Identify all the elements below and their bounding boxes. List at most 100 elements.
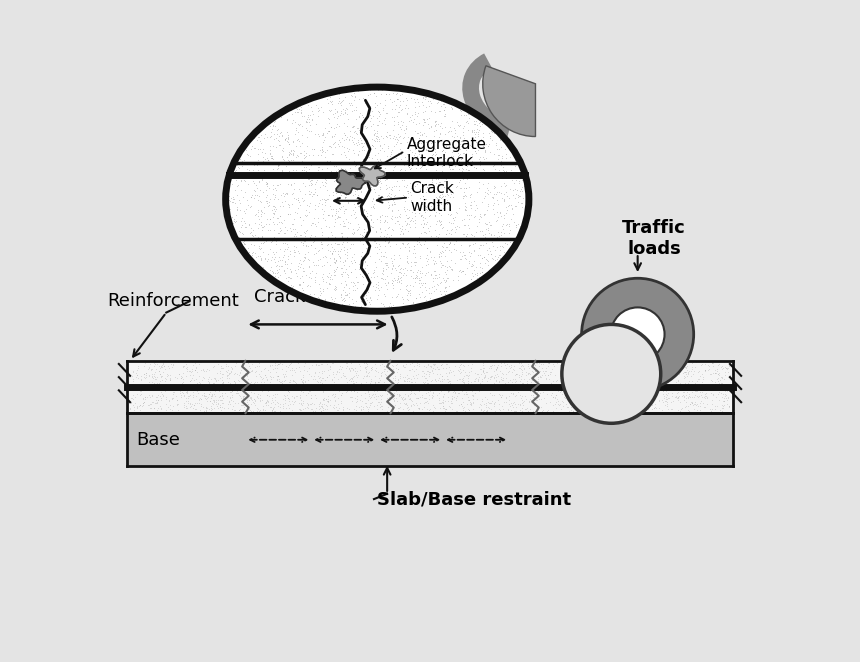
Point: [583, 391, 597, 401]
Point: [528, 376, 542, 387]
Point: [546, 406, 560, 416]
Point: [149, 395, 163, 405]
Point: [328, 381, 341, 392]
Point: [264, 402, 278, 413]
Point: [463, 367, 476, 377]
Point: [242, 247, 255, 258]
Point: [569, 385, 583, 395]
Point: [274, 234, 288, 244]
Point: [476, 151, 490, 162]
Point: [439, 275, 452, 285]
Point: [130, 365, 144, 375]
Point: [464, 191, 477, 202]
Point: [415, 161, 429, 171]
Point: [286, 189, 299, 199]
Point: [347, 249, 361, 260]
Point: [257, 202, 271, 213]
Point: [464, 240, 477, 250]
Point: [509, 167, 523, 177]
Point: [263, 132, 277, 142]
Point: [410, 111, 424, 121]
Point: [426, 177, 439, 187]
Point: [347, 281, 360, 291]
Point: [365, 363, 378, 374]
Point: [286, 164, 300, 175]
Point: [378, 100, 392, 111]
Point: [255, 401, 269, 412]
Point: [280, 188, 294, 199]
Point: [329, 129, 342, 140]
Point: [297, 361, 310, 371]
Point: [431, 375, 445, 385]
Point: [395, 383, 408, 393]
Point: [192, 393, 206, 404]
Point: [390, 367, 404, 377]
Point: [235, 213, 249, 223]
Point: [682, 391, 696, 401]
Point: [439, 173, 453, 184]
Point: [424, 361, 438, 371]
Point: [458, 220, 471, 230]
Point: [640, 395, 654, 405]
Point: [343, 365, 357, 376]
Point: [352, 112, 365, 122]
Point: [286, 240, 300, 251]
Point: [494, 156, 508, 166]
Point: [403, 87, 417, 97]
Point: [267, 246, 280, 257]
Point: [551, 399, 565, 409]
Point: [711, 360, 725, 371]
Point: [411, 379, 425, 389]
Point: [433, 216, 446, 227]
Point: [472, 182, 486, 193]
Point: [202, 377, 216, 388]
Point: [441, 189, 455, 200]
Point: [224, 361, 237, 372]
Point: [219, 361, 233, 371]
Point: [374, 247, 388, 258]
Point: [461, 376, 475, 387]
Point: [410, 93, 424, 104]
Point: [375, 267, 389, 278]
Point: [445, 224, 459, 234]
Point: [249, 367, 262, 377]
Point: [308, 366, 322, 377]
Point: [414, 218, 427, 229]
Point: [424, 97, 438, 108]
Point: [348, 90, 362, 101]
Point: [332, 364, 346, 375]
Point: [617, 377, 630, 387]
Point: [509, 201, 523, 211]
Point: [230, 231, 243, 242]
Point: [300, 365, 314, 376]
Point: [276, 402, 290, 413]
Point: [336, 215, 350, 226]
Point: [316, 213, 330, 224]
Point: [481, 234, 494, 244]
Point: [484, 363, 498, 373]
Point: [222, 191, 236, 201]
Point: [643, 379, 657, 390]
Point: [294, 397, 308, 408]
Point: [404, 190, 418, 201]
Point: [221, 365, 235, 375]
Point: [476, 358, 490, 369]
Point: [378, 361, 391, 371]
Point: [235, 393, 249, 404]
Point: [350, 391, 364, 401]
Point: [655, 361, 669, 372]
Point: [419, 101, 433, 112]
Point: [316, 404, 329, 415]
Point: [389, 89, 402, 100]
Point: [225, 197, 239, 208]
Point: [372, 384, 385, 395]
Point: [467, 211, 481, 222]
Point: [312, 162, 326, 173]
Point: [355, 205, 369, 215]
Point: [674, 391, 688, 401]
Point: [338, 191, 352, 202]
Point: [312, 373, 326, 383]
Point: [415, 128, 429, 139]
Point: [479, 402, 493, 412]
Point: [489, 363, 503, 374]
